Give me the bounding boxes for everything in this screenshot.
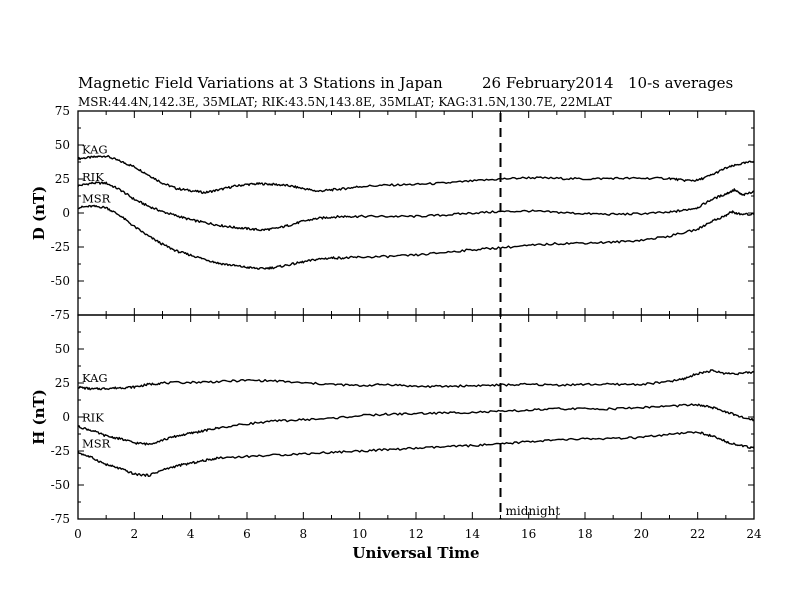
figure-title: Magnetic Field Variations at 3 Stations … [78,74,443,92]
series-label-rik: RIK [82,411,104,425]
y-tick-label: 0 [62,410,70,424]
x-axis-label: Universal Time [352,544,479,562]
x-tick-label: 18 [577,527,592,541]
figure-date: 26 February2014 [482,74,614,92]
y-tick-label: -75 [51,308,70,322]
y-tick-label: -50 [51,274,70,288]
series-label-msr: MSR [82,192,111,206]
x-tick-label: 2 [131,527,139,541]
midnight-label: midnight [506,504,561,518]
figure-averaging: 10-s averages [628,74,733,92]
y-tick-label: -75 [51,512,70,526]
x-tick-label: 10 [352,527,367,541]
plot-frame [77,314,755,520]
x-tick-label: 6 [243,527,251,541]
y-tick-label: -25 [51,240,70,254]
series-line-kag [77,369,755,391]
x-tick-label: 8 [300,527,308,541]
x-tick-label: 24 [746,527,762,541]
series-label-kag: KAG [82,371,108,385]
y-tick-label: 25 [55,376,70,390]
station-coordinates: MSR:44.4N,142.3E, 35MLAT; RIK:43.5N,143.… [78,95,612,109]
x-tick-label: 22 [690,527,705,541]
d-axis-label: D (nT) [30,186,48,241]
x-tick-label: 20 [634,527,649,541]
series-line-msr [77,431,755,477]
series-label-rik: RIK [82,170,104,184]
x-tick-label: 4 [187,527,195,541]
y-tick-label: 25 [55,172,70,186]
x-tick-label: 14 [465,527,481,541]
y-tick-label: 0 [62,206,70,220]
series-label-kag: KAG [82,143,108,157]
x-tick-label: 16 [521,527,536,541]
series-line-kag [77,154,755,195]
d-component-panel: 75 50 25 0 -25 -50 -75 KAG RIK MSR [51,104,755,322]
x-tick-label: 12 [408,527,423,541]
series-line-msr [77,204,755,270]
y-tick-label: 75 [55,104,70,118]
series-line-rik [77,403,755,446]
h-axis-label: H (nT) [30,389,48,445]
series-label-msr: MSR [82,436,111,450]
x-tick-label: 0 [74,527,82,541]
y-tick-label: 50 [55,138,70,152]
y-tick-label: 50 [55,342,70,356]
y-tick-label: -25 [51,444,70,458]
y-tick-label: -50 [51,478,70,492]
series-line-rik [77,181,754,232]
